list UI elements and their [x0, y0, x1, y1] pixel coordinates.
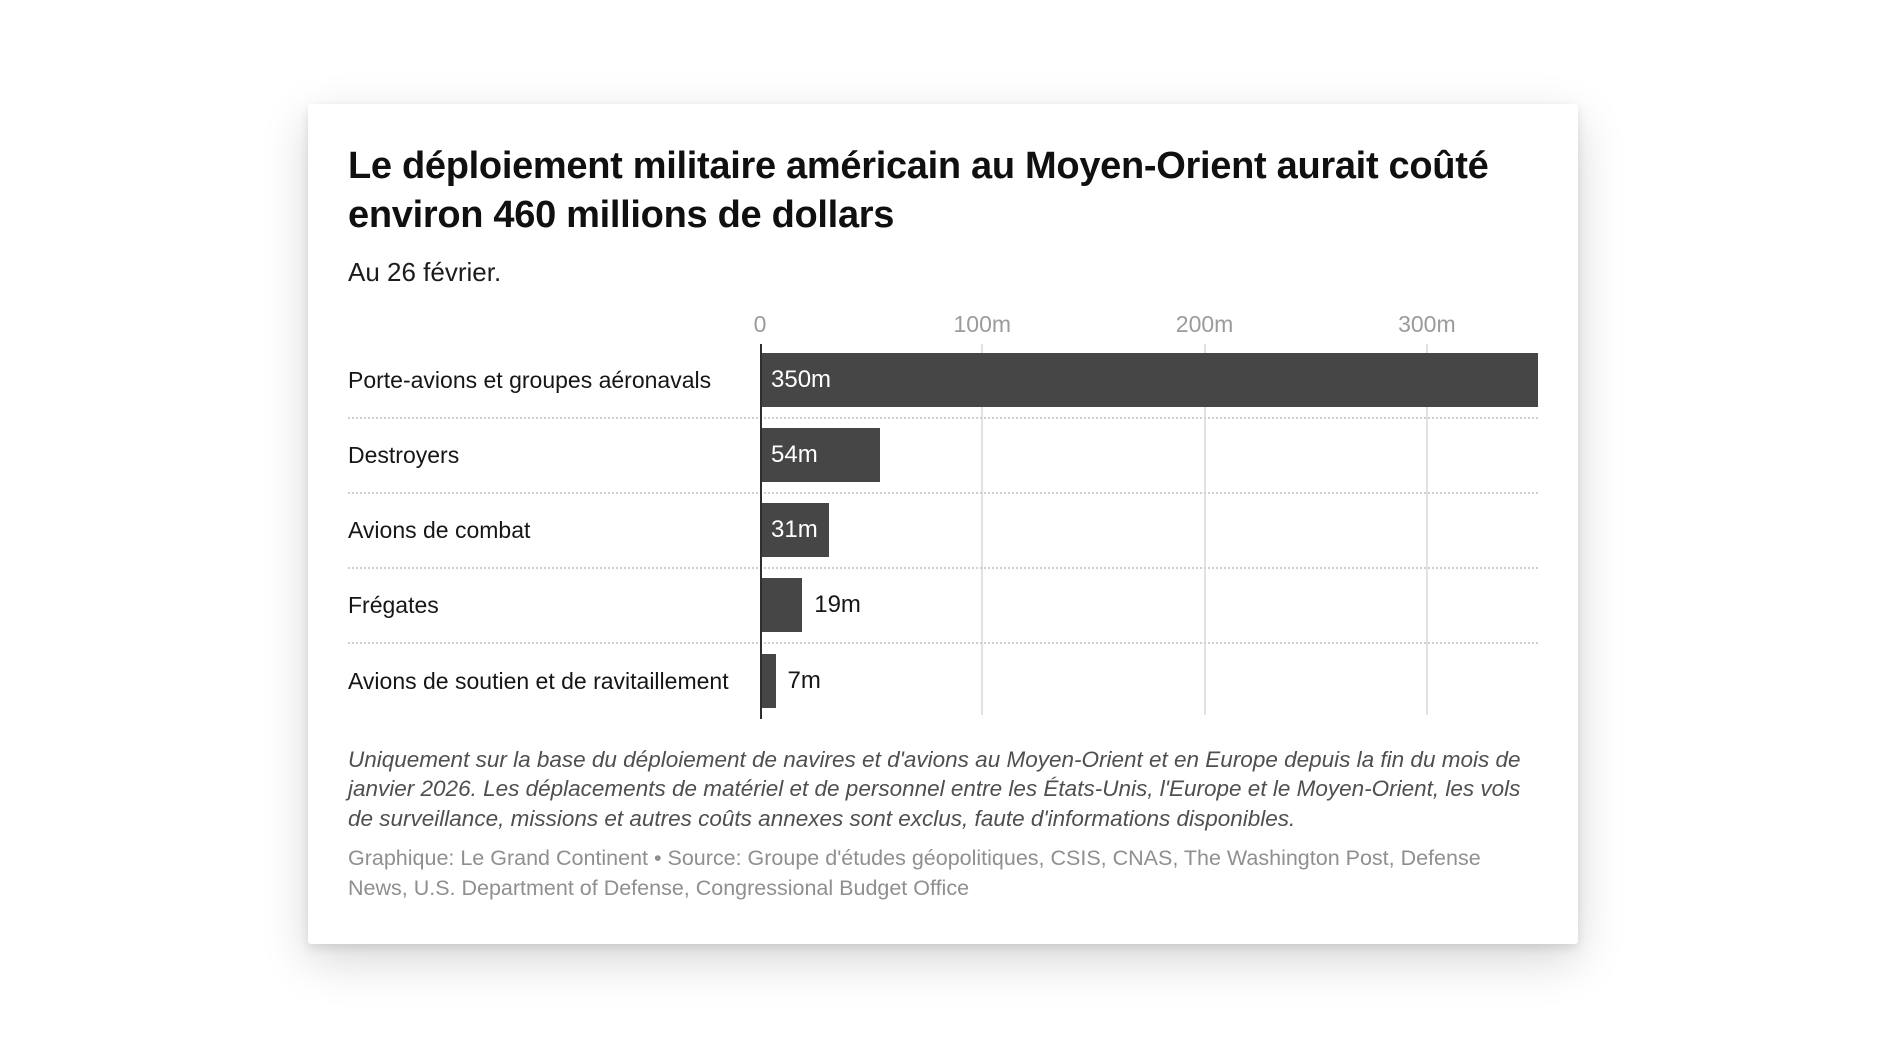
bar-row: Destroyers 54m	[348, 419, 1538, 494]
bar-value-label: 19m	[814, 591, 861, 619]
bar: 350m	[760, 353, 1538, 408]
bar-row: Porte-avions et groupes aéronavals 350m	[348, 344, 1538, 419]
chart-subtitle: Au 26 février.	[348, 256, 502, 287]
gridline-200m	[1203, 343, 1206, 715]
bar: 54m	[760, 428, 881, 483]
bar-row: Avions de soutien et de ravitaillement 7…	[348, 644, 1538, 719]
bar: 7m	[760, 654, 821, 709]
x-axis-tick-100: 100m	[953, 310, 1012, 337]
bar-track: 350m	[760, 353, 1538, 408]
category-label: Avions de combat	[348, 516, 531, 543]
chart-footnote: Uniquement sur la base du déploiement de…	[348, 746, 1521, 832]
bar-track: 31m	[760, 503, 1538, 558]
x-axis: 0 100m 200m 300m	[754, 310, 1538, 344]
bar-track: 7m	[760, 654, 1538, 709]
bar-value-label: 31m	[771, 516, 818, 544]
y-axis-baseline	[760, 343, 762, 719]
category-label: Avions de soutien et de ravitaillement	[348, 667, 729, 694]
category-label: Porte-avions et groupes aéronavals	[348, 366, 712, 393]
x-axis-tick-200: 200m	[1175, 310, 1234, 337]
plot-area: Porte-avions et groupes aéronavals 350m …	[348, 343, 1538, 719]
bar-track: 19m	[760, 578, 1538, 633]
bar: 19m	[760, 578, 861, 633]
x-axis-tick-0: 0	[753, 310, 767, 337]
category-label: Destroyers	[348, 441, 460, 468]
bar-value-label: 350m	[771, 366, 832, 394]
gridline-100m	[981, 343, 984, 715]
chart-title: Le déploiement militaire américain au Mo…	[348, 145, 1489, 237]
bar-row: Avions de combat 31m	[348, 494, 1538, 569]
chart-card: Le déploiement militaire américain au Mo…	[308, 104, 1578, 944]
gridline-layer	[760, 343, 1538, 719]
bar: 31m	[760, 503, 829, 558]
bar-row: Frégates 19m	[348, 569, 1538, 644]
bar-track: 54m	[760, 428, 1538, 483]
x-axis-tick-300: 300m	[1398, 310, 1456, 337]
category-label: Frégates	[348, 591, 439, 618]
chart-credit: Graphique: Le Grand Continent • Source: …	[348, 845, 1481, 900]
bar-value-label: 7m	[787, 667, 821, 695]
bar-value-label: 54m	[771, 441, 818, 469]
gridline-300m	[1425, 343, 1428, 715]
bar-chart: 0 100m 200m 300m Porte-avions et groupes…	[348, 310, 1538, 719]
